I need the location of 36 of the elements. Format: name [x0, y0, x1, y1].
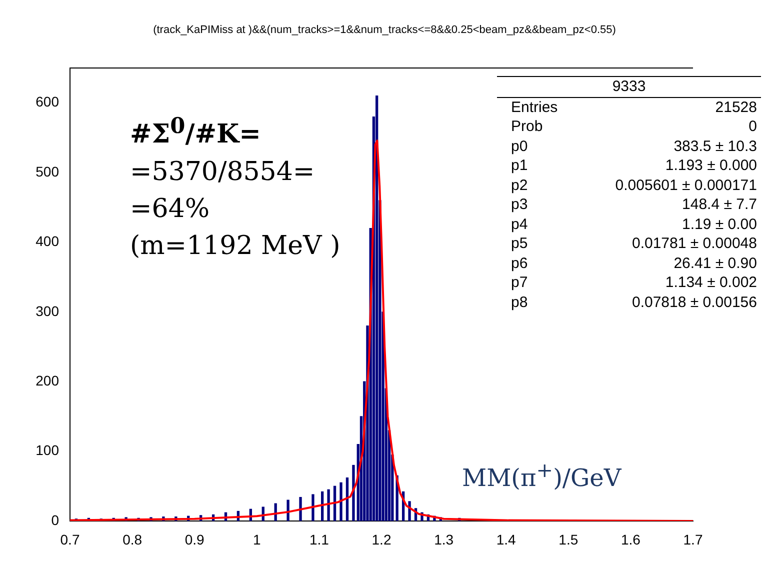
annotation: 9333 [497, 77, 761, 98]
text: p6 26.41 ± 0.90 [511, 254, 757, 272]
x-tick-label: 1.6 [620, 531, 641, 548]
y-tick-label: 600 [36, 94, 60, 110]
annotation: #Σ$^{0}$/#K= [130, 113, 262, 152]
text: Prob 0 [511, 118, 757, 135]
annotation: =5370/8554= [130, 156, 316, 189]
x-tick-label: 1.7 [683, 531, 703, 548]
x-axis-title: MM(π$^{+}$)/GeV [462, 458, 622, 492]
y-tick-label: 0 [51, 512, 60, 528]
y-tick-label: 200 [36, 372, 60, 388]
text: p4 1.19 ± 0.00 [511, 216, 757, 232]
x-tick-label: 0.7 [60, 531, 80, 548]
text: p3 148.4 ± 7.7 [511, 196, 757, 213]
annotation: (m=1192 MeV ) [130, 230, 340, 263]
y-tick-label: 300 [36, 302, 60, 319]
text: p8 0.07818 ± 0.00156 [511, 294, 757, 310]
text: p7 1.134 ± 0.002 [511, 274, 757, 291]
x-tick-label: 1 [253, 531, 261, 548]
x-tick-label: 1.4 [496, 531, 516, 548]
x-tick-label: 1.3 [434, 531, 454, 548]
x-tick-label: 1.5 [558, 531, 578, 548]
chart-title: (track_KaPIMiss at )&&(num_tracks>=1&&num_tracks<=8&&0.25<beam_pz&&beam_pz<0.55) [152, 24, 617, 36]
text: p5 0.01781 ± 0.00048 [511, 235, 757, 252]
annotation: =64% [130, 192, 211, 226]
y-tick-label: 400 [36, 233, 60, 250]
x-tick-label: 0.8 [122, 531, 142, 548]
x-tick-label: 1.1 [309, 531, 330, 548]
text: p1 1.193 ± 0.000 [511, 157, 757, 174]
text: Entries 21528 [511, 98, 757, 116]
y-tick-label: 100 [36, 442, 60, 458]
y-tick-label: 500 [36, 163, 60, 180]
x-tick-label: 0.9 [184, 531, 205, 548]
text: p0 383.5 ± 10.3 [511, 138, 757, 154]
text: p2 0.005601 ± 0.000171 [511, 176, 757, 194]
x-tick-label: 1.2 [372, 531, 392, 548]
